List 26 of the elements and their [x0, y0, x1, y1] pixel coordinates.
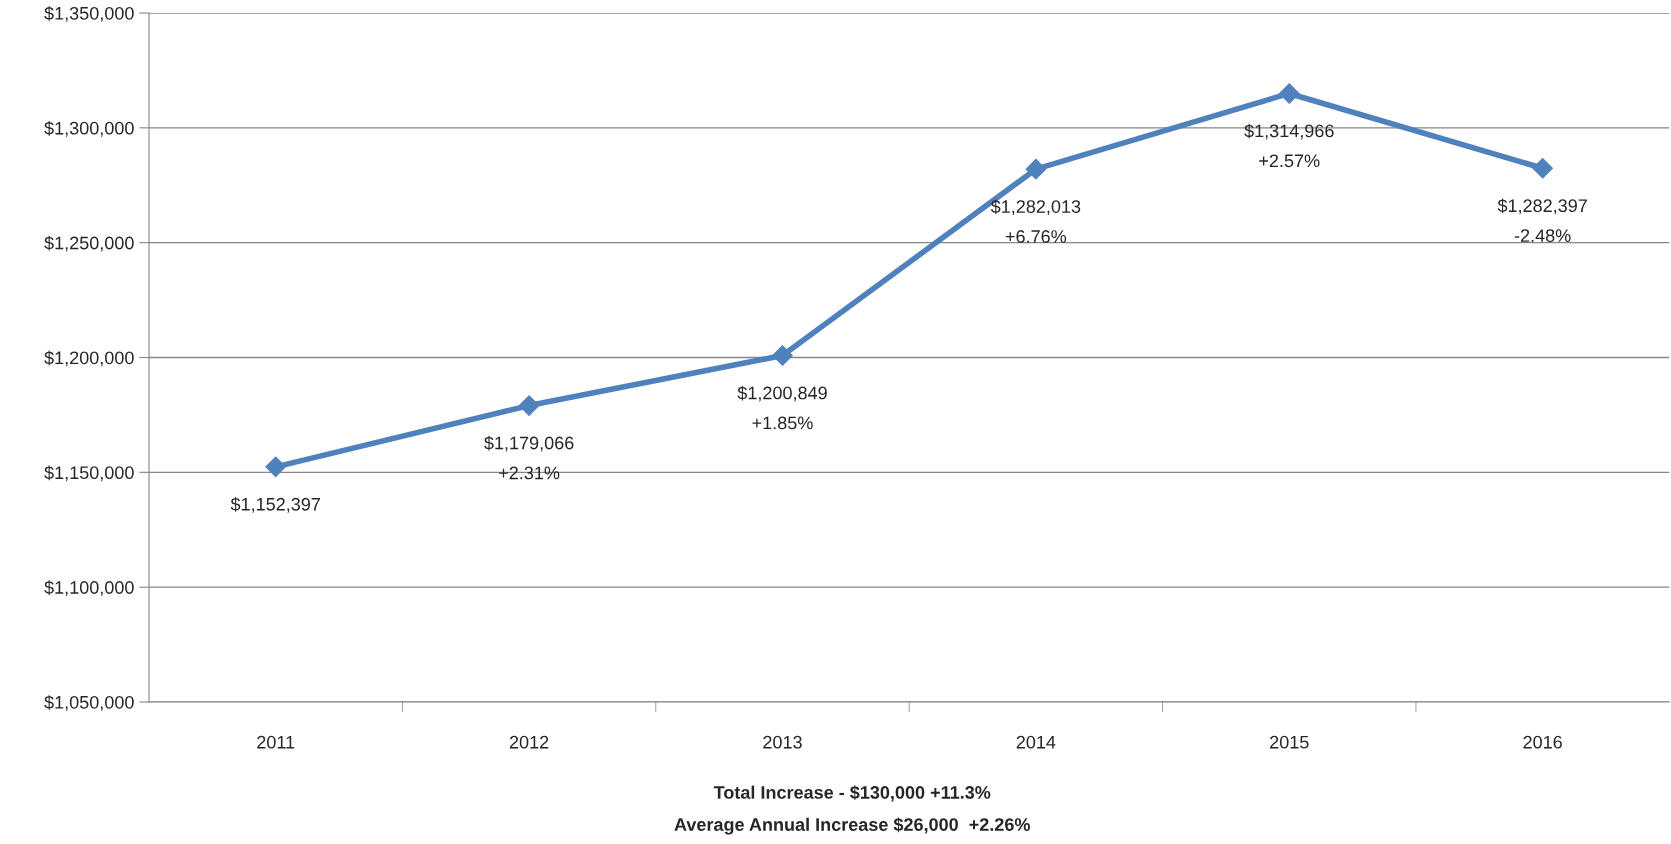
data-label: $1,200,849 +1.85%: [737, 385, 827, 430]
x-tick-label: 2013: [763, 735, 802, 749]
data-label: $1,282,397 -2.48%: [1497, 198, 1587, 242]
text: Total Increase - $130,000 +11.3%: [713, 785, 991, 802]
point: [1025, 158, 1047, 180]
x-tick-label: 2015: [1270, 735, 1309, 749]
y-tick-label: $1,100,000: [44, 580, 134, 597]
point: [265, 456, 287, 478]
data-label: $1,152,397: [230, 497, 320, 513]
x-tick-label: 2014: [1016, 735, 1056, 749]
point: [1278, 83, 1300, 104]
x-tick-label: 2012: [509, 735, 549, 749]
point: [772, 345, 793, 366]
y-tick-label: $1,250,000: [44, 235, 134, 252]
y-tick-label: $1,300,000: [44, 121, 134, 137]
x-tick-label: 2011: [257, 735, 295, 749]
point: [518, 395, 540, 416]
data-label: $1,314,966 +2.57%: [1244, 123, 1334, 168]
y-tick-label: $1,050,000: [44, 695, 134, 711]
y-tick-label: $1,150,000: [44, 465, 134, 482]
text: Average Annual Increase $26,000 +2.26%: [674, 817, 1030, 835]
point: [1532, 157, 1553, 179]
y-tick-label: $1,350,000: [44, 6, 134, 22]
y-tick-label: $1,200,000: [44, 350, 134, 367]
data-label: $1,282,013 +6.76%: [990, 199, 1081, 243]
x-tick-label: 2016: [1523, 735, 1562, 749]
